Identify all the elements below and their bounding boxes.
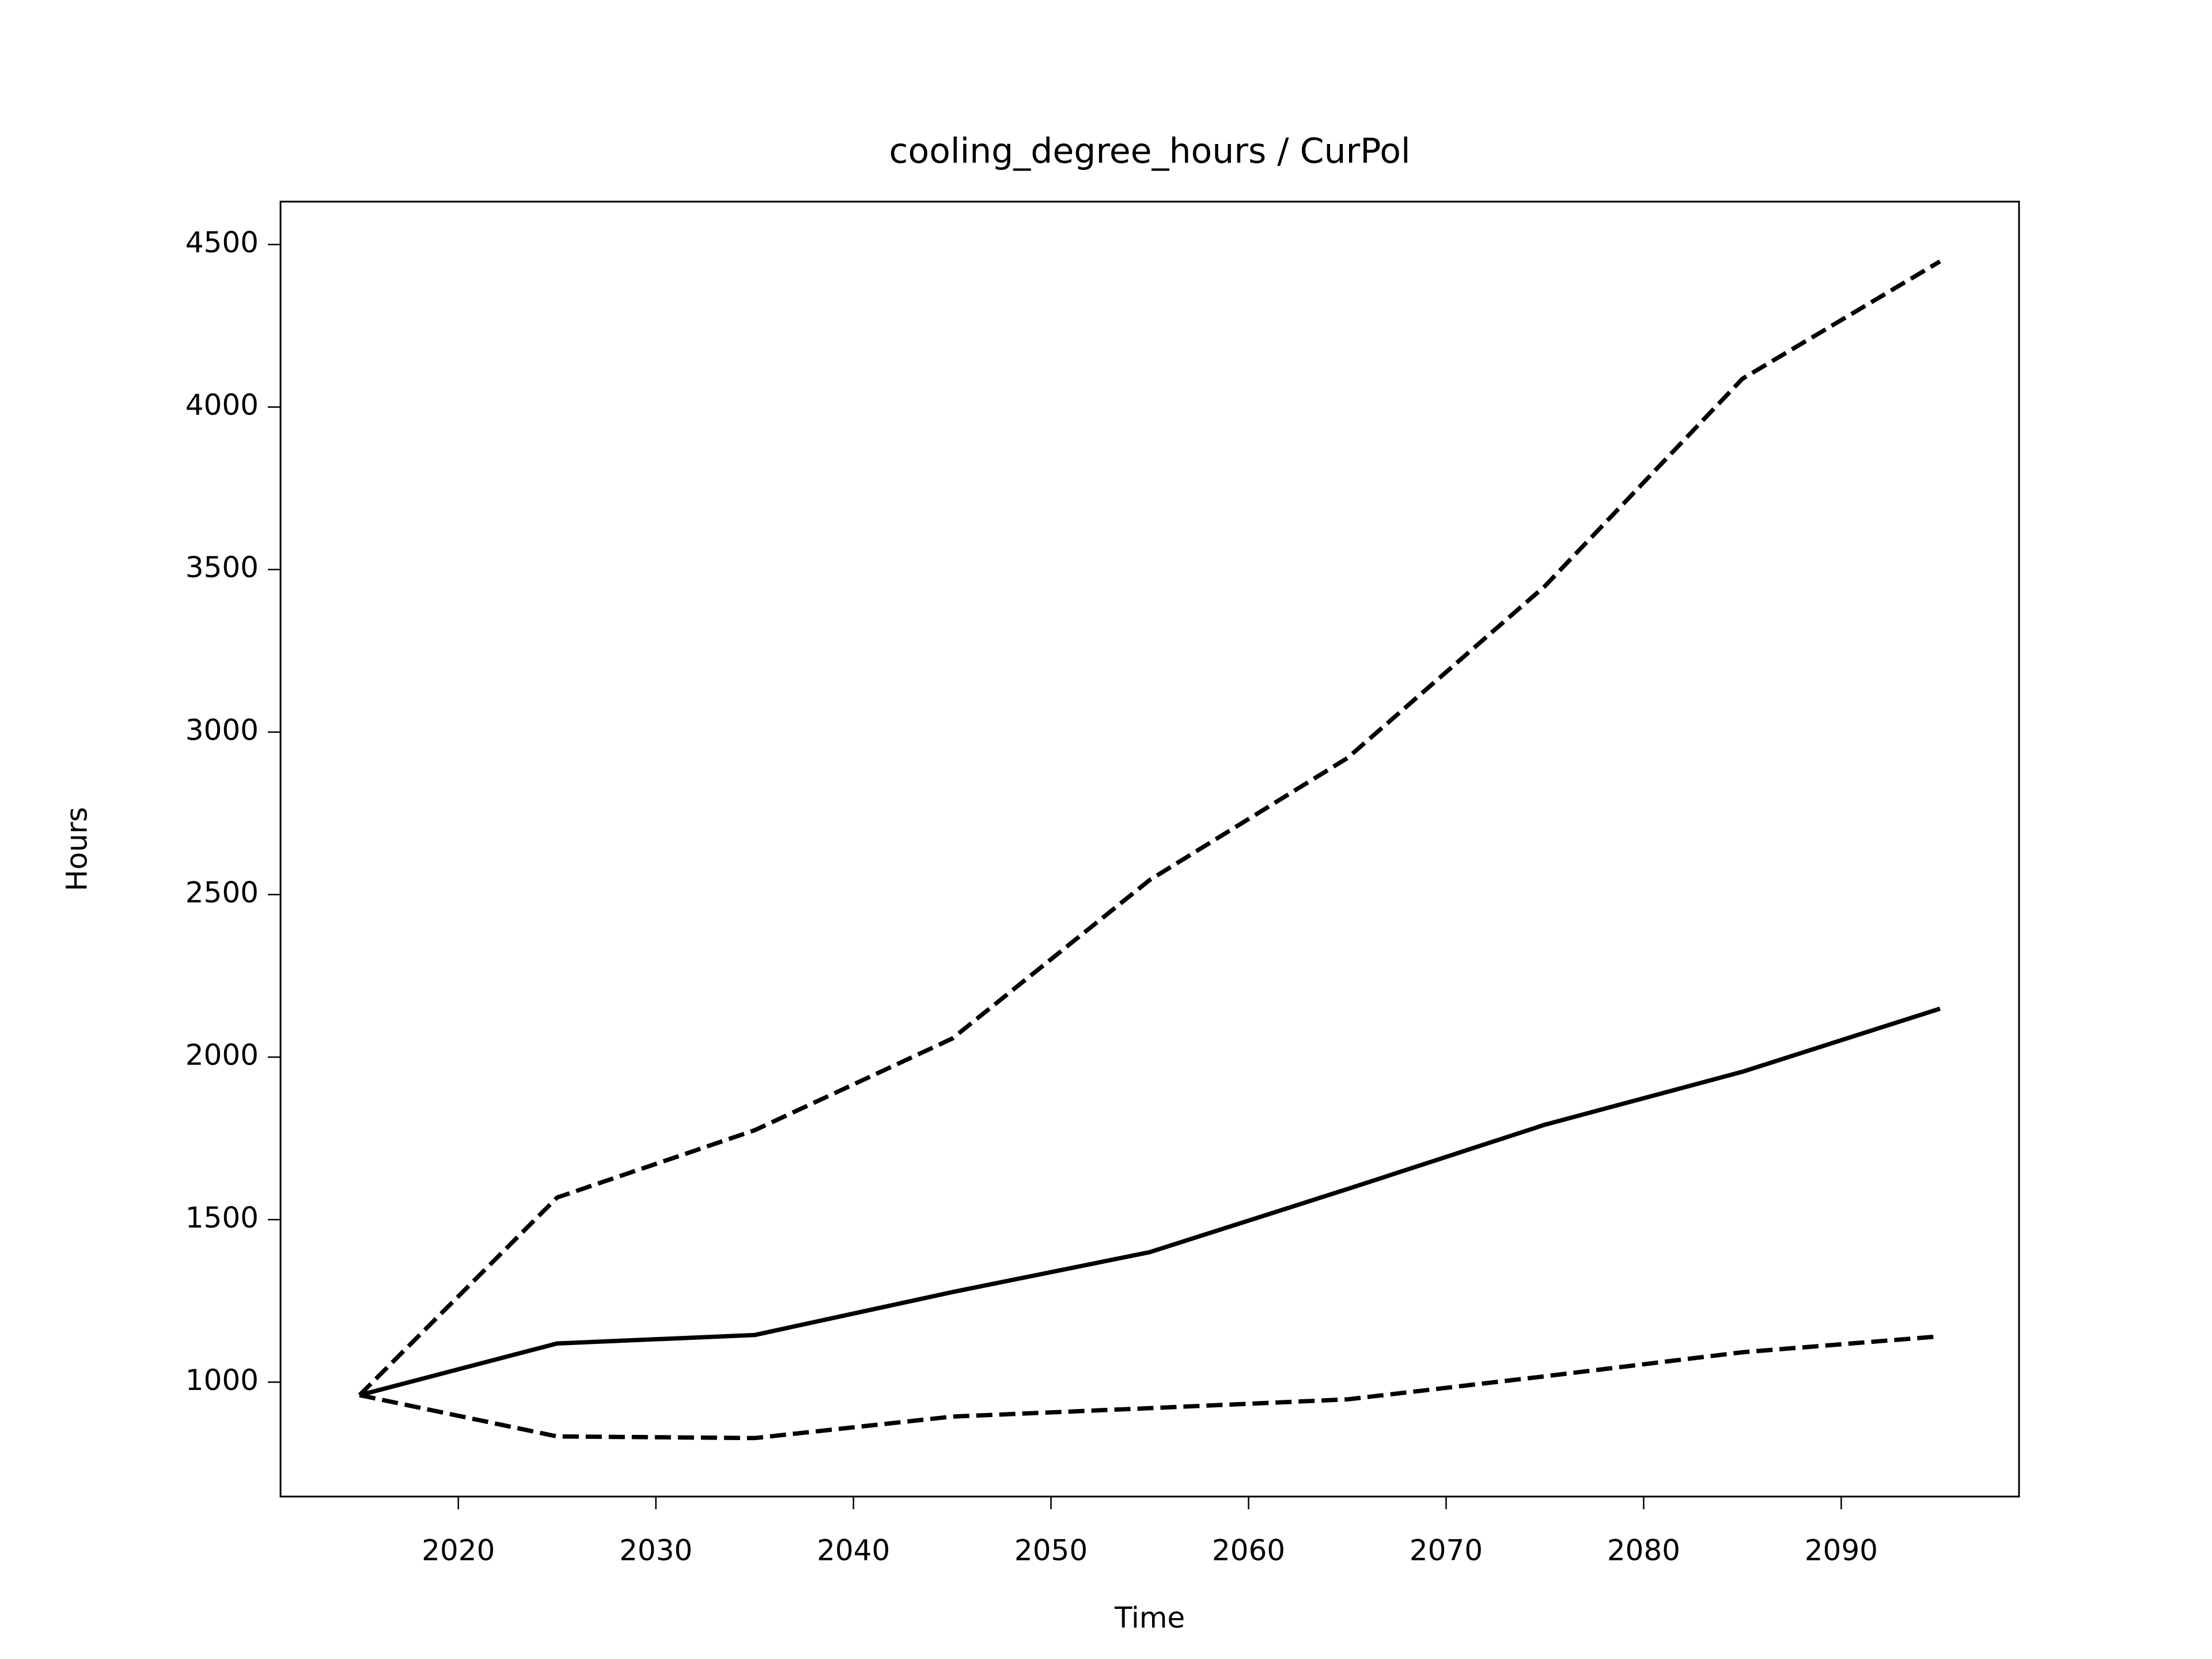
data-line <box>358 259 1941 1397</box>
x-axis-label: Time <box>1114 1601 1185 1635</box>
x-tick-label: 2030 <box>619 1534 692 1567</box>
chart-title: cooling_degree_hours / CurPol <box>889 131 1410 172</box>
x-tick-label: 2060 <box>1212 1534 1285 1567</box>
y-tick-label: 3500 <box>185 551 259 584</box>
y-tick-label: 3000 <box>185 713 259 747</box>
y-tick-label: 2500 <box>185 876 259 909</box>
data-line <box>359 1006 1941 1397</box>
y-axis-label: Hours <box>60 807 94 891</box>
x-tick-label: 2020 <box>422 1534 495 1567</box>
y-tick-label: 1000 <box>185 1363 259 1397</box>
plot-frame <box>279 200 2020 1498</box>
y-tick-label: 2000 <box>185 1039 259 1072</box>
data-line <box>359 1334 1941 1441</box>
x-tick-label: 2090 <box>1805 1534 1878 1567</box>
x-tick-label: 2050 <box>1014 1534 1088 1567</box>
x-tick-label: 2070 <box>1410 1534 1483 1567</box>
x-tick-label: 2080 <box>1607 1534 1680 1567</box>
x-tick-label: 2040 <box>817 1534 890 1567</box>
y-tick-label: 4000 <box>185 388 259 422</box>
y-tick-label: 4500 <box>185 226 259 259</box>
y-tick-label: 1500 <box>185 1201 259 1234</box>
